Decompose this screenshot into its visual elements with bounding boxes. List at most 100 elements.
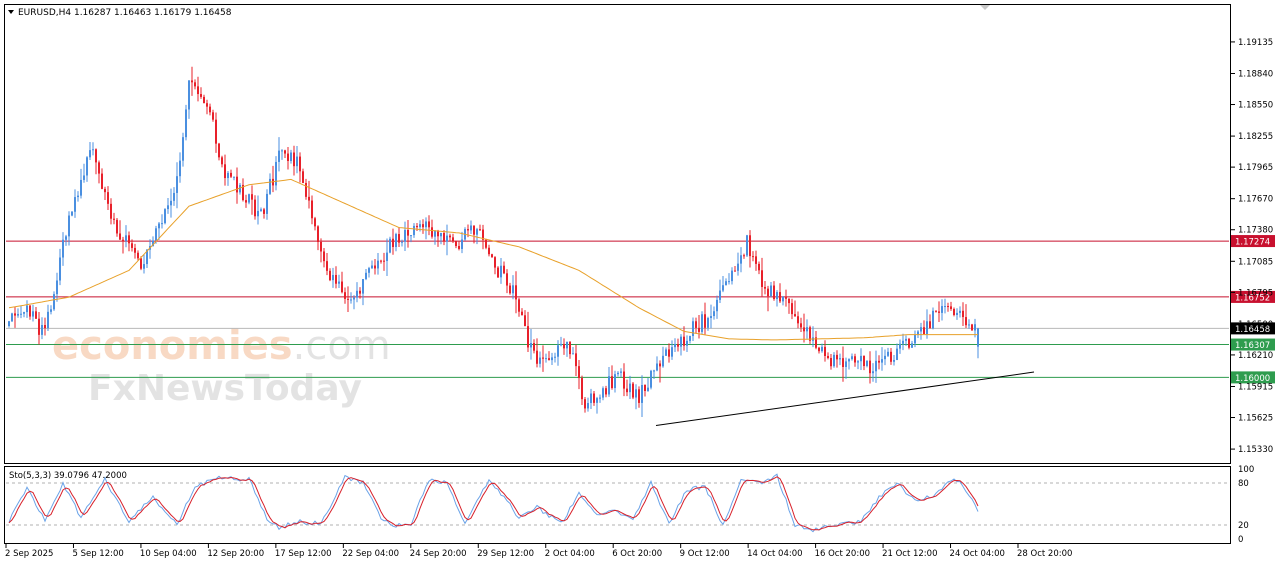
candle <box>491 253 493 258</box>
candle <box>356 282 358 303</box>
candle-body <box>302 171 304 183</box>
candle-body <box>182 137 184 161</box>
candle <box>794 300 796 317</box>
ascending-trendline[interactable] <box>655 371 1035 427</box>
candle <box>494 256 496 275</box>
candle-body <box>581 378 583 400</box>
time-tick-label: 17 Sep 12:00 <box>275 549 332 559</box>
candle <box>587 397 589 412</box>
candle-body <box>128 235 130 244</box>
candle <box>227 170 229 186</box>
candle <box>698 314 700 339</box>
candle-body <box>614 374 616 389</box>
candle <box>170 188 172 218</box>
candle-body <box>173 192 175 201</box>
candle-body <box>485 239 487 248</box>
candle-body <box>260 209 262 211</box>
candle <box>782 295 784 306</box>
candle <box>560 336 562 347</box>
candle <box>851 353 853 361</box>
candle <box>677 338 679 352</box>
candle-body <box>629 383 631 393</box>
candle <box>956 308 958 320</box>
candle <box>197 76 199 102</box>
candle <box>584 397 586 413</box>
candle-body <box>356 290 358 298</box>
candle <box>230 169 232 179</box>
candle-body <box>305 182 307 197</box>
candle <box>596 396 598 414</box>
candle-body <box>638 389 640 403</box>
candle-body <box>362 279 364 294</box>
price-tick-label: 1.17380 <box>1238 226 1273 236</box>
time-tick-label: 24 Sep 20:00 <box>410 549 467 559</box>
candle-body <box>929 321 931 329</box>
candle <box>866 360 868 368</box>
candle <box>302 168 304 184</box>
candle <box>92 142 94 156</box>
candle-body <box>977 328 979 347</box>
candle-body <box>248 194 250 203</box>
candle <box>932 307 934 330</box>
candle <box>113 212 115 225</box>
candle <box>485 238 487 250</box>
candle-body <box>923 327 925 335</box>
candle <box>296 146 298 174</box>
candle <box>743 253 745 259</box>
candle-body <box>902 340 904 344</box>
candle-body <box>470 225 472 231</box>
candle <box>887 347 889 358</box>
candle-body <box>947 306 949 308</box>
candle-body <box>956 312 958 316</box>
candle-body <box>371 265 373 269</box>
candle <box>692 317 694 341</box>
candle <box>911 340 913 348</box>
candle <box>941 299 943 321</box>
candle <box>398 226 400 248</box>
candle-body <box>365 272 367 280</box>
candle-body <box>68 215 70 237</box>
candle-body <box>707 318 709 328</box>
candle <box>425 217 427 240</box>
candle <box>770 282 772 298</box>
candle <box>239 183 241 195</box>
candle <box>377 252 379 275</box>
candle <box>602 386 604 401</box>
candle-body <box>893 359 895 362</box>
candle <box>56 272 58 302</box>
candle-body <box>494 257 496 268</box>
candle-body <box>311 200 313 219</box>
symbol-dropdown-icon[interactable] <box>8 10 14 14</box>
candle <box>716 295 718 319</box>
candle <box>122 236 124 254</box>
candle <box>293 145 295 176</box>
chart-shift-marker-icon[interactable] <box>980 5 990 10</box>
candle-body <box>959 310 961 313</box>
candle-body <box>773 285 775 300</box>
candle <box>884 349 886 366</box>
candle <box>281 149 283 160</box>
candle <box>80 168 82 199</box>
candle <box>17 308 19 318</box>
candle-body <box>866 360 868 367</box>
candle-body <box>884 355 886 360</box>
candle-body <box>584 399 586 409</box>
candle <box>125 225 127 248</box>
candle-body <box>890 351 892 362</box>
candle <box>668 343 670 363</box>
candle <box>215 112 217 153</box>
candle-body <box>671 347 673 357</box>
time-axis: 2 Sep 2025 5 Sep 12:00 10 Sep 04:00 12 Sep … <box>5 543 1072 559</box>
candle <box>284 149 286 158</box>
candle <box>563 338 565 355</box>
candle-body <box>425 221 427 228</box>
level-label-box <box>1231 371 1275 384</box>
candle-body <box>869 360 871 374</box>
stochastic-plot-frame <box>4 466 1231 544</box>
candle-body <box>704 314 706 328</box>
candle-body <box>383 260 385 262</box>
candle <box>509 282 511 295</box>
candle-body <box>281 150 283 152</box>
candle <box>146 248 148 269</box>
candle-body <box>83 175 85 180</box>
